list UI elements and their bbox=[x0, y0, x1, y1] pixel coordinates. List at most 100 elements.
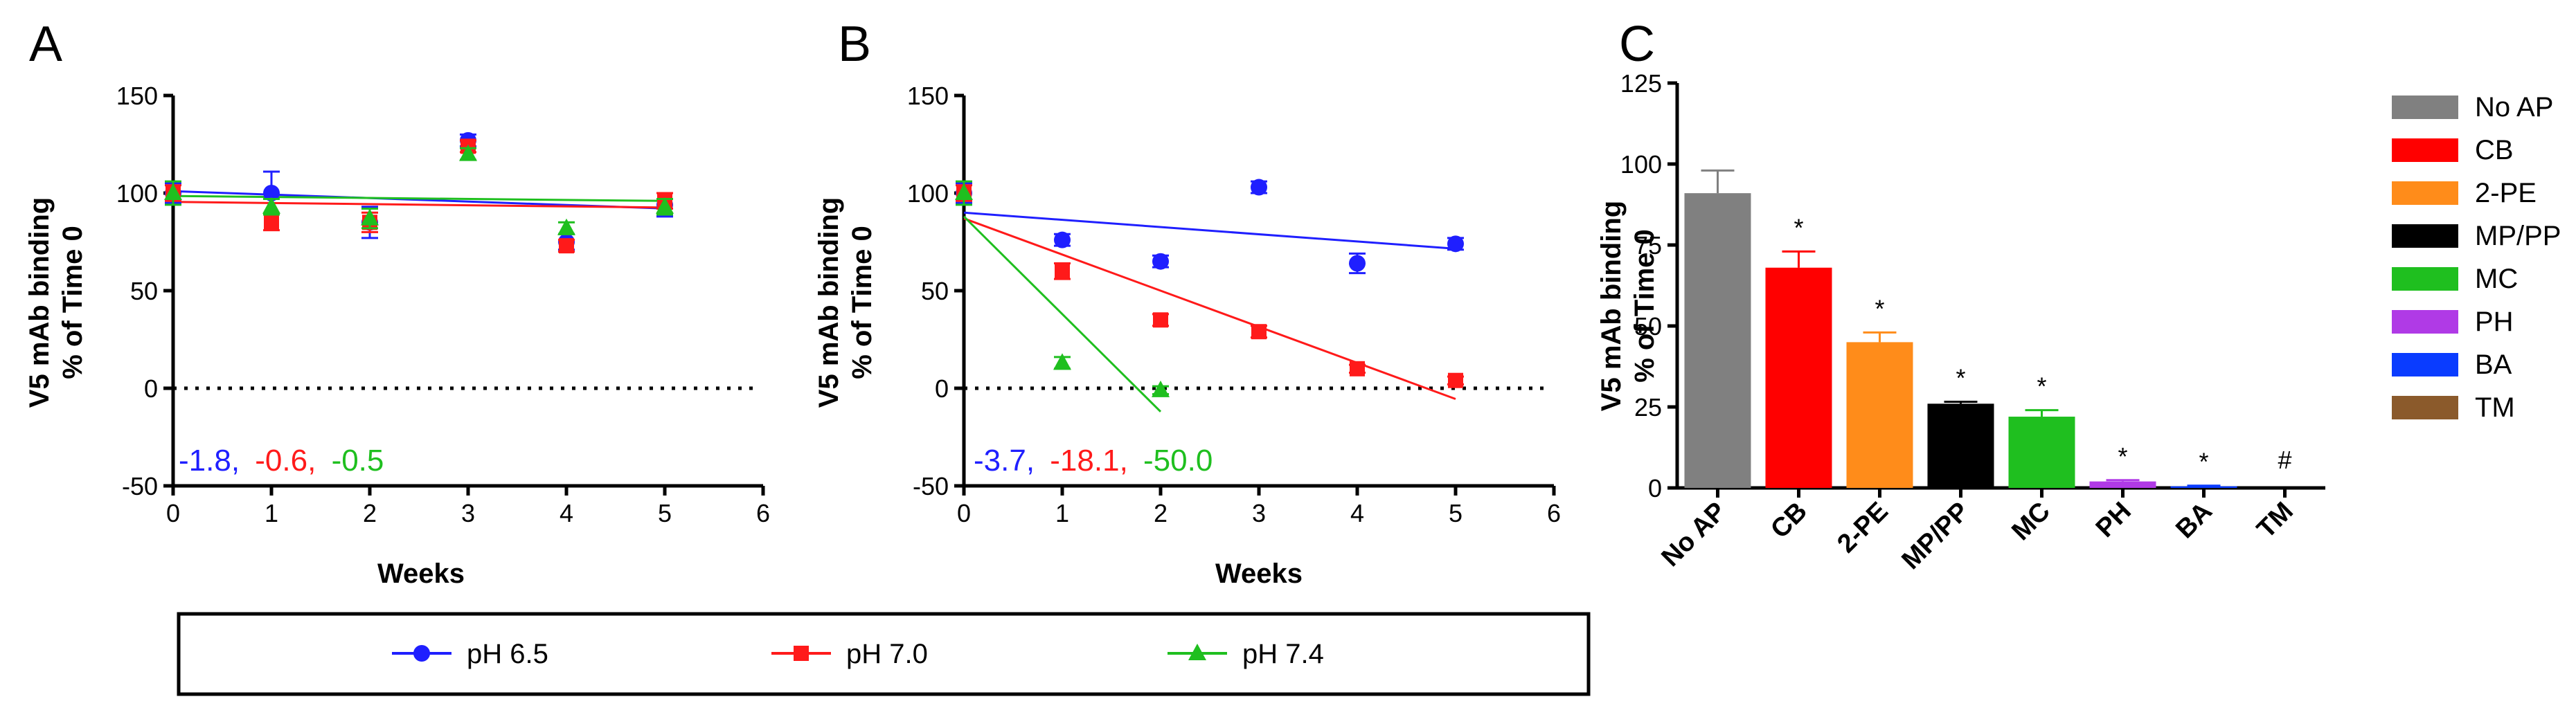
panel-b-point-square bbox=[1350, 361, 1365, 376]
panel-b-point-square bbox=[1251, 324, 1267, 340]
panel-a-xlabel: Weeks bbox=[377, 559, 465, 589]
panel-b-fit-triangle bbox=[963, 215, 1162, 412]
panel-c-bar-cb bbox=[1765, 267, 1832, 488]
panel-c-bar-mp-pp bbox=[1927, 403, 1994, 488]
panel-c-legend-swatch bbox=[2392, 396, 2458, 419]
panel-c-legend-label: PH bbox=[2475, 307, 2514, 337]
panel-a-slope-ph70: -0.6, bbox=[255, 444, 316, 478]
panel-a-point-triangle bbox=[557, 218, 575, 235]
panel-b-slopes: -3.7, -18.1, -50.0 bbox=[974, 444, 1213, 478]
panel-a-ytick-label: -50 bbox=[122, 472, 158, 500]
panel-a-xtick-label: 2 bbox=[363, 499, 377, 527]
panel-b-ylabel-line2: % of Time 0 bbox=[847, 226, 877, 379]
panel-c-ytick-label: 0 bbox=[1648, 474, 1662, 502]
panel-b-fit-square bbox=[963, 217, 1456, 400]
panel-c-bar-no-ap bbox=[1684, 193, 1751, 488]
legend-marker-circle bbox=[413, 645, 430, 662]
panel-c-legend-swatch bbox=[2392, 138, 2458, 162]
panel-b-point-square bbox=[1055, 263, 1070, 279]
panel-b-point-triangle bbox=[955, 183, 973, 200]
panel-b-point-triangle bbox=[1152, 380, 1170, 397]
panel-c-significance-marker: * bbox=[1875, 294, 1884, 323]
panel-c-category-labels: No AP CB 2-PE MP/PP MC PH BA TM bbox=[1656, 497, 2299, 575]
panel-a-slope-ph74: -0.5 bbox=[332, 444, 384, 478]
panel-c-legend-label: CB bbox=[2475, 135, 2514, 165]
panel-a-xtick-label: 6 bbox=[756, 499, 770, 527]
panel-c-legend-swatch bbox=[2392, 181, 2458, 205]
legend-label-circle: pH 6.5 bbox=[467, 639, 548, 669]
panel-c-ytick-label: 100 bbox=[1620, 150, 1662, 179]
panel-c-category-label: MC bbox=[2006, 497, 2055, 546]
panel-b-points bbox=[955, 179, 1464, 397]
panel-c-legend-label: MC bbox=[2475, 264, 2518, 294]
panel-c-category-label: MP/PP bbox=[1897, 497, 1975, 575]
panel-c-legend-swatch bbox=[2392, 353, 2458, 376]
panel-a-ytick-label: 100 bbox=[116, 179, 158, 208]
panel-b-point-circle bbox=[1251, 179, 1267, 196]
panel-b-xtick-label: 1 bbox=[1055, 499, 1069, 527]
panel-c-bar-ph bbox=[2089, 481, 2156, 488]
panel-c-significance-marker: * bbox=[2118, 442, 2127, 471]
panel-a-point-triangle bbox=[361, 208, 379, 226]
panel-b-xlabel: Weeks bbox=[1215, 559, 1303, 589]
panel-a-ylabel-line1: V5 mAb binding bbox=[24, 197, 55, 408]
panel-c-ylabel-line1: V5 mAb binding bbox=[1596, 201, 1627, 411]
panel-b-xtick-label: 4 bbox=[1350, 499, 1364, 527]
panel-c-bar-ba bbox=[2170, 486, 2237, 488]
panel-b-slope-ph74: -50.0 bbox=[1143, 444, 1213, 478]
panel-a-ytick-label: 0 bbox=[144, 374, 158, 403]
legend-marker-triangle bbox=[1188, 644, 1206, 660]
panel-c-category-label: BA bbox=[2170, 497, 2218, 545]
panel-b-ytick-label: 150 bbox=[907, 82, 949, 110]
panel-c-bar-mc bbox=[2008, 417, 2075, 488]
panel-letter-c: C bbox=[1619, 17, 1655, 72]
panel-a-point-square bbox=[559, 238, 574, 254]
legend-label-square: pH 7.0 bbox=[846, 639, 928, 669]
panel-c-legend-label: 2-PE bbox=[2475, 178, 2537, 208]
panel-b-point-triangle bbox=[1053, 353, 1071, 370]
panel-b-axes: -50 0 50 100 150 0 1 2 3 4 5 6 bbox=[907, 82, 1561, 527]
panel-letter-a: A bbox=[29, 17, 62, 72]
panel-a-point-triangle bbox=[656, 197, 674, 214]
panel-c-ytick-label: 125 bbox=[1620, 69, 1662, 98]
panel-a-ylabel-line2: % of Time 0 bbox=[57, 226, 88, 379]
panel-a-xtick-label: 0 bbox=[166, 499, 180, 527]
panel-b-ytick-label: 0 bbox=[935, 374, 949, 403]
panel-a-axes: -50 0 50 100 150 0 1 2 3 4 5 6 bbox=[116, 82, 770, 527]
panel-a-point-triangle bbox=[164, 183, 182, 200]
panel-a-fit-triangle bbox=[172, 194, 665, 202]
panel-c-ytick-label: 50 bbox=[1634, 312, 1662, 341]
panel-c-category-label: No AP bbox=[1656, 497, 1732, 572]
panel-c-legend-swatch bbox=[2392, 96, 2458, 119]
panel-b-point-circle bbox=[1054, 231, 1071, 248]
panel-a-xtick-label: 3 bbox=[461, 499, 475, 527]
panel-a-fit-square bbox=[172, 201, 665, 209]
panel-letter-b: B bbox=[838, 17, 871, 72]
legend-label-triangle: pH 7.4 bbox=[1242, 639, 1324, 669]
panel-a-points bbox=[164, 131, 674, 254]
panel-c-ytick-label: 25 bbox=[1634, 393, 1662, 421]
ph-legend-frame bbox=[177, 612, 1591, 696]
panel-a-point-triangle bbox=[459, 144, 477, 161]
panel-c-significance-marker: * bbox=[2037, 372, 2046, 401]
panel-c-bars: * * * * * * # bbox=[1684, 169, 2292, 488]
panel-c-legend-label: MP/PP bbox=[2475, 221, 2561, 251]
panel-a-xtick-label: 5 bbox=[658, 499, 672, 527]
panel-b-point-square bbox=[1448, 372, 1463, 388]
panel-b-fit-lines bbox=[963, 211, 1456, 412]
panel-b-slope-ph65: -3.7, bbox=[974, 444, 1035, 478]
panel-b-xtick-label: 6 bbox=[1547, 499, 1561, 527]
panel-b-ytick-label: 50 bbox=[921, 277, 949, 305]
panel-c-significance-marker: * bbox=[2199, 448, 2208, 476]
ph-legend: pH 6.5 pH 7.0 pH 7.4 bbox=[177, 612, 1591, 696]
panel-c-significance-marker: * bbox=[1794, 213, 1803, 242]
panel-b-xtick-label: 5 bbox=[1449, 499, 1463, 527]
panel-c-legend-swatch bbox=[2392, 267, 2458, 291]
panel-c-category-label: CB bbox=[1765, 497, 1813, 545]
panel-c-legend-swatch bbox=[2392, 310, 2458, 334]
panel-b-xtick-label: 0 bbox=[957, 499, 971, 527]
legend-marker-square bbox=[794, 646, 809, 661]
panel-c-category-label: 2-PE bbox=[1832, 497, 1893, 559]
